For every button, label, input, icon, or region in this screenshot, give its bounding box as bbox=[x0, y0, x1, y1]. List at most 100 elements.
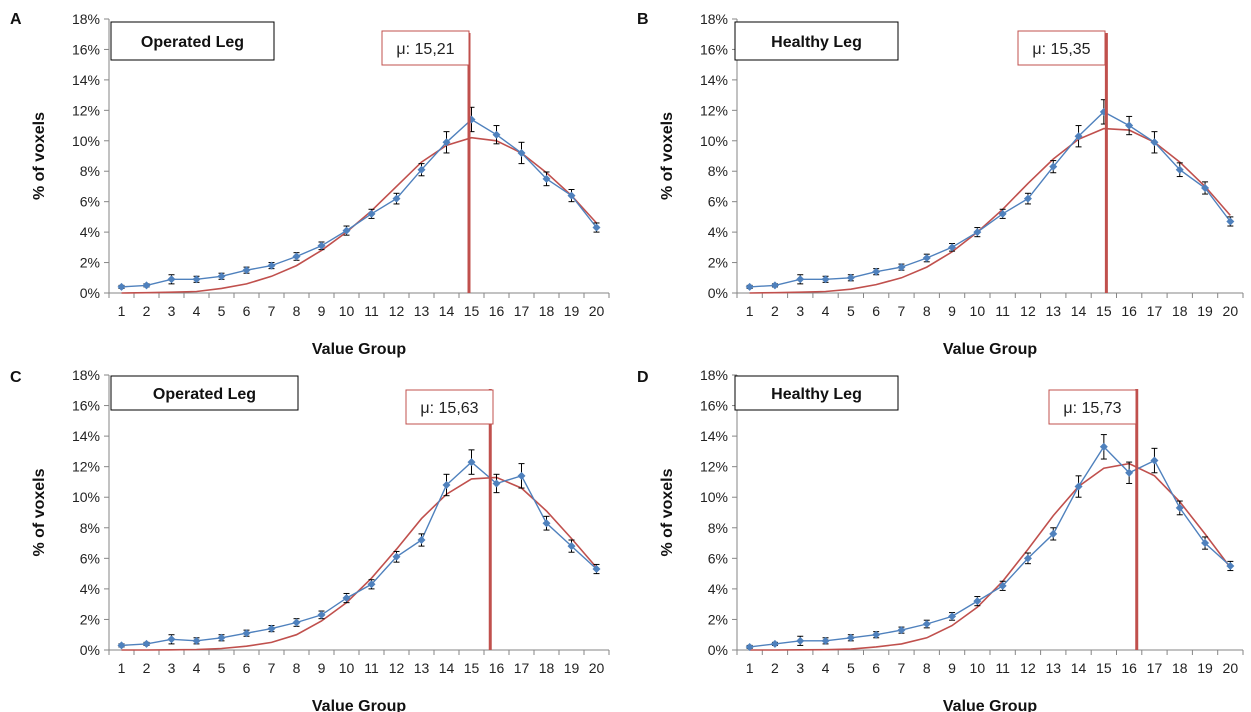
data-point-marker bbox=[821, 275, 830, 284]
x-tick-label: 7 bbox=[268, 660, 276, 676]
x-tick-label: 7 bbox=[898, 660, 906, 676]
x-tick-label: 8 bbox=[923, 303, 931, 319]
x-tick-label: 14 bbox=[1071, 303, 1087, 319]
y-tick-label: 8% bbox=[708, 520, 728, 536]
data-point-marker bbox=[1049, 529, 1058, 538]
x-tick-label: 17 bbox=[514, 660, 530, 676]
y-tick-label: 10% bbox=[700, 133, 728, 149]
y-axis-title: % of voxels bbox=[659, 468, 676, 556]
x-tick-label: 19 bbox=[1197, 660, 1213, 676]
data-point-marker bbox=[1175, 503, 1184, 512]
data-point-marker bbox=[1049, 162, 1058, 171]
data-point-marker bbox=[442, 138, 451, 147]
x-tick-label: 8 bbox=[293, 303, 301, 319]
data-point-marker bbox=[1125, 468, 1134, 477]
data-point-marker bbox=[117, 641, 126, 650]
x-tick-label: 10 bbox=[339, 660, 355, 676]
y-tick-label: 10% bbox=[72, 489, 100, 505]
x-tick-label: 20 bbox=[589, 660, 605, 676]
data-point-marker bbox=[796, 636, 805, 645]
x-tick-label: 3 bbox=[796, 660, 804, 676]
x-axis-title: Value Group bbox=[943, 698, 1037, 712]
y-tick-label: 16% bbox=[700, 41, 728, 57]
x-tick-label: 17 bbox=[1147, 660, 1163, 676]
y-tick-label: 0% bbox=[80, 642, 100, 658]
y-tick-label: 16% bbox=[700, 398, 728, 414]
x-axis-title: Value Group bbox=[312, 341, 406, 358]
data-point-marker bbox=[1150, 138, 1159, 147]
x-tick-label: 5 bbox=[218, 660, 226, 676]
mean-label: μ: 15,63 bbox=[420, 400, 478, 417]
y-tick-label: 18% bbox=[72, 11, 100, 27]
data-point-marker bbox=[217, 272, 226, 281]
x-tick-label: 14 bbox=[439, 660, 455, 676]
leg-label: Healthy Leg bbox=[771, 386, 862, 403]
data-point-marker bbox=[973, 228, 982, 237]
x-tick-label: 7 bbox=[898, 303, 906, 319]
panel-letter: B bbox=[637, 11, 649, 28]
observed-series-line bbox=[749, 111, 1231, 288]
data-point-marker bbox=[567, 191, 576, 200]
data-point-marker bbox=[142, 281, 151, 290]
data-point-marker bbox=[897, 263, 906, 272]
data-point-marker bbox=[517, 148, 526, 157]
data-point-marker bbox=[192, 275, 201, 284]
data-point-marker bbox=[267, 261, 276, 270]
data-point-marker bbox=[442, 481, 451, 489]
y-tick-label: 16% bbox=[72, 398, 100, 414]
data-point-marker bbox=[998, 209, 1007, 218]
data-point-marker bbox=[317, 610, 326, 619]
y-tick-label: 12% bbox=[72, 459, 100, 475]
y-tick-label: 12% bbox=[700, 459, 728, 475]
y-tick-label: 14% bbox=[72, 72, 100, 88]
x-tick-label: 19 bbox=[564, 303, 580, 319]
x-tick-label: 12 bbox=[389, 303, 405, 319]
x-axis-title: Value Group bbox=[943, 341, 1037, 358]
data-point-marker bbox=[948, 243, 957, 252]
x-tick-label: 16 bbox=[1121, 660, 1137, 676]
x-tick-label: 9 bbox=[948, 303, 956, 319]
x-tick-label: 3 bbox=[796, 303, 804, 319]
data-point-marker bbox=[1074, 132, 1083, 141]
data-point-marker bbox=[542, 519, 551, 528]
x-tick-label: 10 bbox=[970, 303, 986, 319]
observed-series-line bbox=[121, 118, 598, 288]
chart-panel-c: C0%2%4%6%8%10%12%14%16%18%1 2 3 4 5 6 7 8 9 10 11 1… bbox=[10, 367, 610, 712]
x-tick-label: 9 bbox=[318, 303, 326, 319]
x-axis-title: Value Group bbox=[312, 698, 406, 712]
data-point-marker bbox=[897, 626, 906, 635]
x-tick-label: 5 bbox=[218, 303, 226, 319]
data-point-marker bbox=[1023, 194, 1032, 203]
x-tick-label: 1 bbox=[746, 303, 754, 319]
data-point-marker bbox=[998, 581, 1007, 590]
data-point-marker bbox=[1175, 165, 1184, 174]
data-point-marker bbox=[142, 639, 151, 648]
mean-label: μ: 15,35 bbox=[1032, 41, 1090, 58]
data-point-marker bbox=[973, 597, 982, 606]
leg-label: Healthy Leg bbox=[771, 34, 862, 51]
x-tick-label: 20 bbox=[589, 303, 605, 319]
data-point-marker bbox=[167, 275, 176, 284]
data-point-marker bbox=[267, 624, 276, 633]
x-tick-label: 16 bbox=[489, 303, 505, 319]
x-tick-label: 18 bbox=[539, 660, 555, 676]
x-tick-label: 11 bbox=[364, 660, 379, 676]
x-tick-label: 2 bbox=[771, 303, 779, 319]
x-tick-label: 18 bbox=[1172, 660, 1188, 676]
y-tick-label: 14% bbox=[72, 428, 100, 444]
data-point-marker bbox=[517, 471, 526, 480]
y-tick-label: 12% bbox=[72, 102, 100, 118]
mean-label: μ: 15,21 bbox=[396, 41, 454, 58]
y-tick-label: 14% bbox=[700, 72, 728, 88]
y-tick-label: 8% bbox=[80, 520, 100, 536]
data-point-marker bbox=[567, 542, 576, 551]
x-tick-label: 2 bbox=[143, 303, 151, 319]
data-point-marker bbox=[367, 209, 376, 218]
x-tick-label: 5 bbox=[847, 303, 855, 319]
panel-letter: A bbox=[10, 11, 22, 28]
chart-panel-b: B0%2%4%6%8%10%12%14%16%18%1 2 3 4 5 6 7 8 9 10 11 1… bbox=[637, 11, 1244, 358]
x-tick-label: 2 bbox=[143, 660, 151, 676]
x-tick-label: 11 bbox=[995, 660, 1010, 676]
x-tick-label: 13 bbox=[414, 660, 430, 676]
y-axis-title: % of voxels bbox=[31, 112, 48, 200]
